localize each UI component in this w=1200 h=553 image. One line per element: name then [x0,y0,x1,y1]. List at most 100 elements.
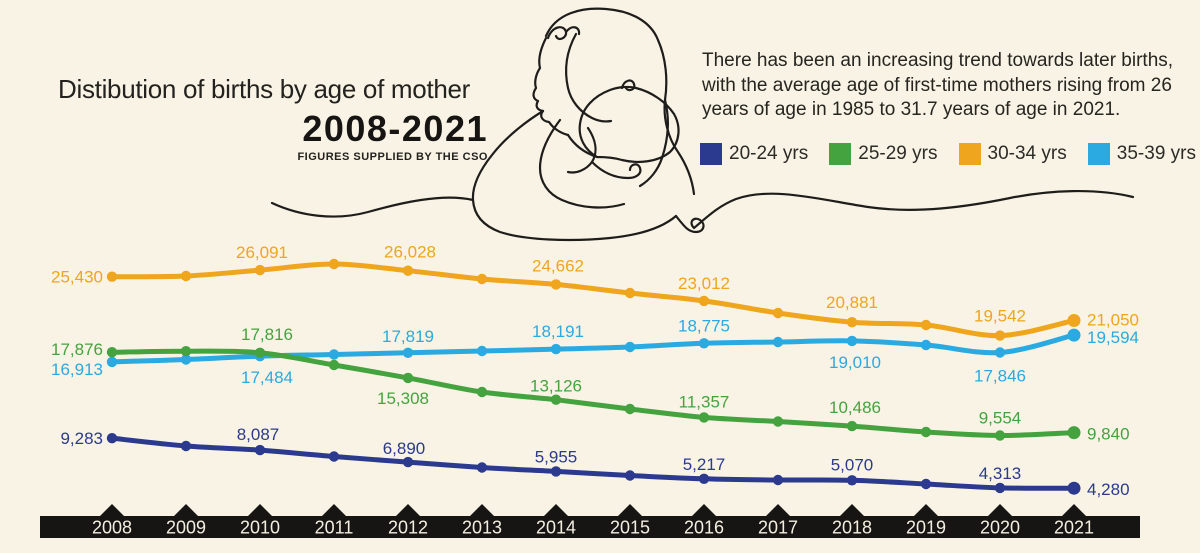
value-label: 9,283 [60,429,103,448]
axis-tick-triangle [988,504,1012,516]
value-label: 18,775 [678,316,730,335]
data-point [920,319,932,331]
mother-hair-outline [544,7,696,196]
data-point [624,287,636,299]
value-label: 16,913 [51,360,103,379]
data-point [550,343,562,355]
data-point [328,258,340,270]
value-label: 17,484 [241,368,293,387]
intro-paragraph: There has been an increasing trend towar… [702,50,1174,121]
data-point [180,354,192,365]
value-label: 9,554 [979,409,1022,428]
axis-tick-triangle [470,504,494,516]
data-point [476,345,488,357]
data-point [550,394,562,405]
data-point [772,336,784,348]
data-point [328,349,340,360]
value-label: 19,010 [829,353,881,372]
data-point [106,271,118,282]
data-point [402,372,414,384]
legend-swatch-25-29 [829,143,852,165]
data-point [106,433,118,444]
value-label: 17,819 [382,327,434,346]
axis-year-label: 2020 [980,518,1020,538]
value-label: 24,662 [532,256,584,275]
legend-label-35-39: 35-39 yrs [1116,143,1196,164]
legend-item-30-34: 30-34 yrs [958,143,1067,165]
axis-tick-triangle [1062,504,1086,516]
data-point [624,470,636,481]
data-point [698,295,710,307]
data-point [402,265,414,276]
axis-year-label: 2010 [240,518,280,538]
data-point [920,478,932,490]
mother-face-profile [532,36,570,137]
data-point [994,347,1006,358]
value-label: 17,846 [974,367,1026,386]
data-point [994,430,1006,441]
legend-swatch-20-24 [700,143,722,165]
legend-swatch-35-39 [1087,143,1110,165]
mother-hair-front [565,32,613,123]
data-point [402,347,414,358]
value-label: 10,486 [829,398,881,417]
value-label: 4,313 [979,464,1022,483]
value-label: 13,126 [530,377,582,396]
axis-tick-triangle [692,504,716,516]
axis-year-label: 2021 [1054,518,1094,538]
data-point [1067,314,1081,327]
value-label: 5,955 [535,447,578,466]
value-label: 23,012 [678,274,730,293]
data-point [1067,481,1081,495]
data-point [846,475,858,486]
data-point [698,473,710,484]
value-label: 19,542 [974,307,1026,326]
series-line-20-24 yrs [109,435,1077,491]
axis-tick-triangle [618,504,642,516]
illustration-strokes [270,7,1135,242]
legend-item-35-39: 35-39 yrs [1087,143,1196,165]
title-block: Distibution of births by age of mother 2… [58,74,488,163]
data-point [920,339,932,351]
data-point [772,307,784,319]
data-point [920,426,932,438]
baby-hand [590,160,642,180]
data-point [254,444,266,456]
axis-tick-triangle [174,504,198,516]
data-point [1067,426,1081,440]
axis-tick-triangle [396,504,420,516]
value-label: 5,070 [831,455,874,474]
baby-head [578,85,680,163]
page-title: Distibution of births by age of mother [58,74,471,104]
mother-body-outline [471,109,678,242]
legend-item-20-24: 20-24 yrs [700,143,808,165]
axis-year-label: 2019 [906,518,946,538]
data-point [106,347,118,358]
value-label: 15,308 [377,389,429,408]
data-point [698,412,710,423]
series-line-25-29 yrs [109,348,1077,439]
axis-bar [40,516,1140,538]
value-label: 9,840 [1087,425,1130,444]
axis-year-label: 2009 [166,518,206,538]
data-point [180,270,192,282]
data-point [1067,328,1081,342]
axis-year-label: 2012 [388,518,428,538]
axis-tick-triangle [100,504,124,516]
axis-year-label: 2016 [684,518,724,538]
axis-tick-triangle [766,504,790,516]
data-point [846,317,858,328]
data-point [846,335,858,347]
value-label: 19,594 [1087,328,1139,347]
data-point [994,330,1006,341]
axis-year-label: 2015 [610,518,650,538]
data-point [624,403,636,415]
baby-hair-curl [620,79,636,92]
series-line-30-34 yrs [109,261,1077,339]
axis-year-label: 2014 [536,518,576,538]
value-label: 18,191 [532,322,584,341]
legend: 20-24 yrs 25-29 yrs 30-34 yrs 35-39 yrs [700,143,1196,165]
wavy-line-left [270,196,475,218]
